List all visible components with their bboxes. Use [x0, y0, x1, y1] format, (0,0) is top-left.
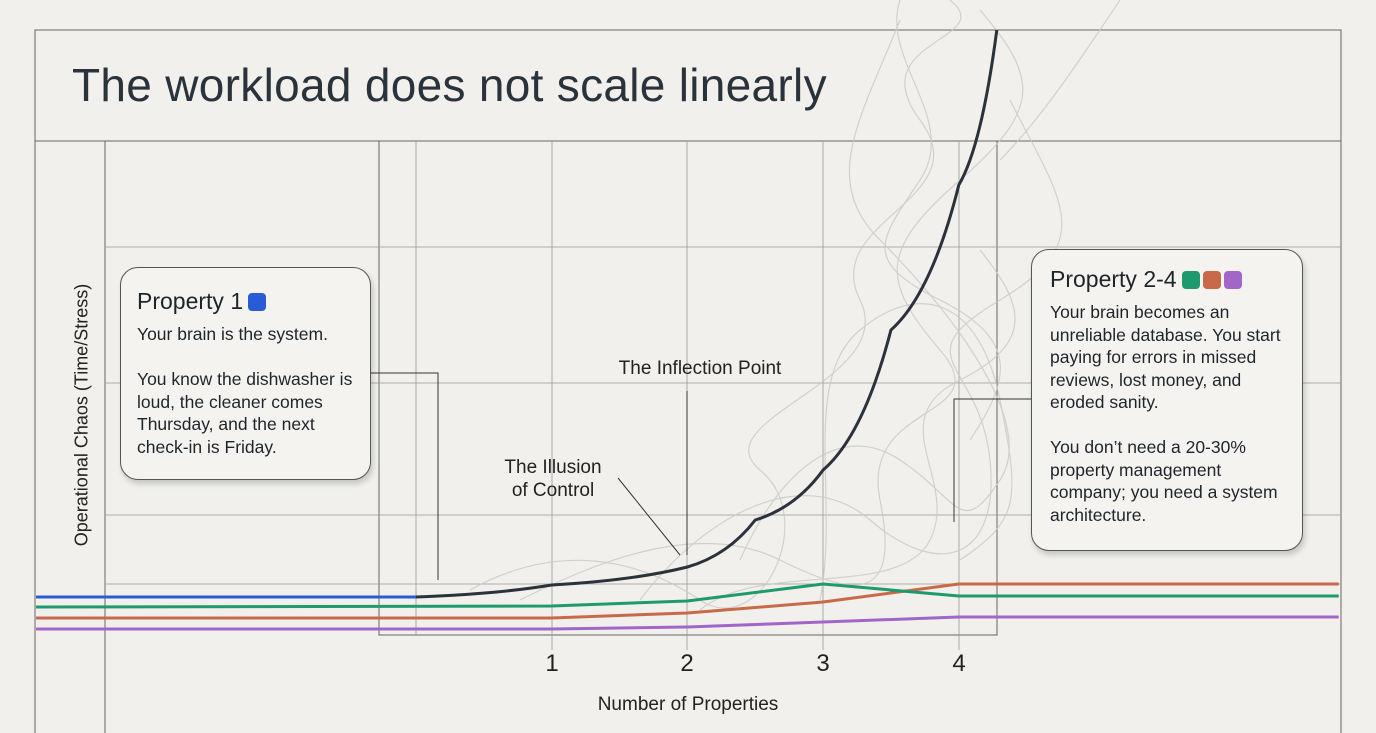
leader-line-p1	[370, 372, 439, 580]
inner-box	[378, 140, 998, 636]
leader-line-p24	[953, 398, 1031, 522]
x-tick-label: 1	[545, 650, 559, 677]
x-tick-label: 4	[952, 650, 966, 677]
legend-swatch-blue	[248, 292, 267, 311]
annotation-inflection-point: The Inflection Point	[618, 358, 782, 379]
series-group	[36, 29, 1339, 631]
legend-swatch-orange	[1202, 270, 1221, 289]
leader-line-illusion	[617, 477, 681, 556]
callout-property-1: Property 1 Your brain is the system. You…	[120, 267, 371, 480]
annotation-illusion-of-control: The Illusion of Control	[504, 457, 602, 501]
series-line-total-workload	[415, 29, 999, 599]
callout-property-2-4: Property 2-4 Your brain becomes an unrel…	[1031, 249, 1303, 551]
chart-title: The workload does not scale linearly	[72, 59, 827, 111]
series-line-property-2	[36, 582, 1339, 609]
x-tick-label: 3	[816, 650, 830, 677]
series-line-property-4	[36, 615, 1339, 631]
legend-swatch-purple	[1223, 270, 1242, 289]
y-axis-label: Operational Chaos (Time/Stress)	[71, 283, 92, 547]
callout-title: Property 1	[137, 288, 244, 314]
outer-frame	[34, 29, 1342, 733]
callout-body: Your brain becomes an unreliable databas…	[1050, 302, 1281, 525]
chaos-scribbles	[469, 0, 1121, 611]
callout-title: Property 2-4	[1050, 266, 1177, 292]
x-axis-label: Number of Properties	[597, 694, 779, 715]
leader-lines	[370, 372, 1031, 580]
legend-swatch-green	[1181, 270, 1200, 289]
series-line-property-3	[36, 582, 1339, 620]
x-tick-label: 2	[680, 650, 694, 677]
callout-body: Your brain is the system. You know the d…	[137, 324, 353, 457]
